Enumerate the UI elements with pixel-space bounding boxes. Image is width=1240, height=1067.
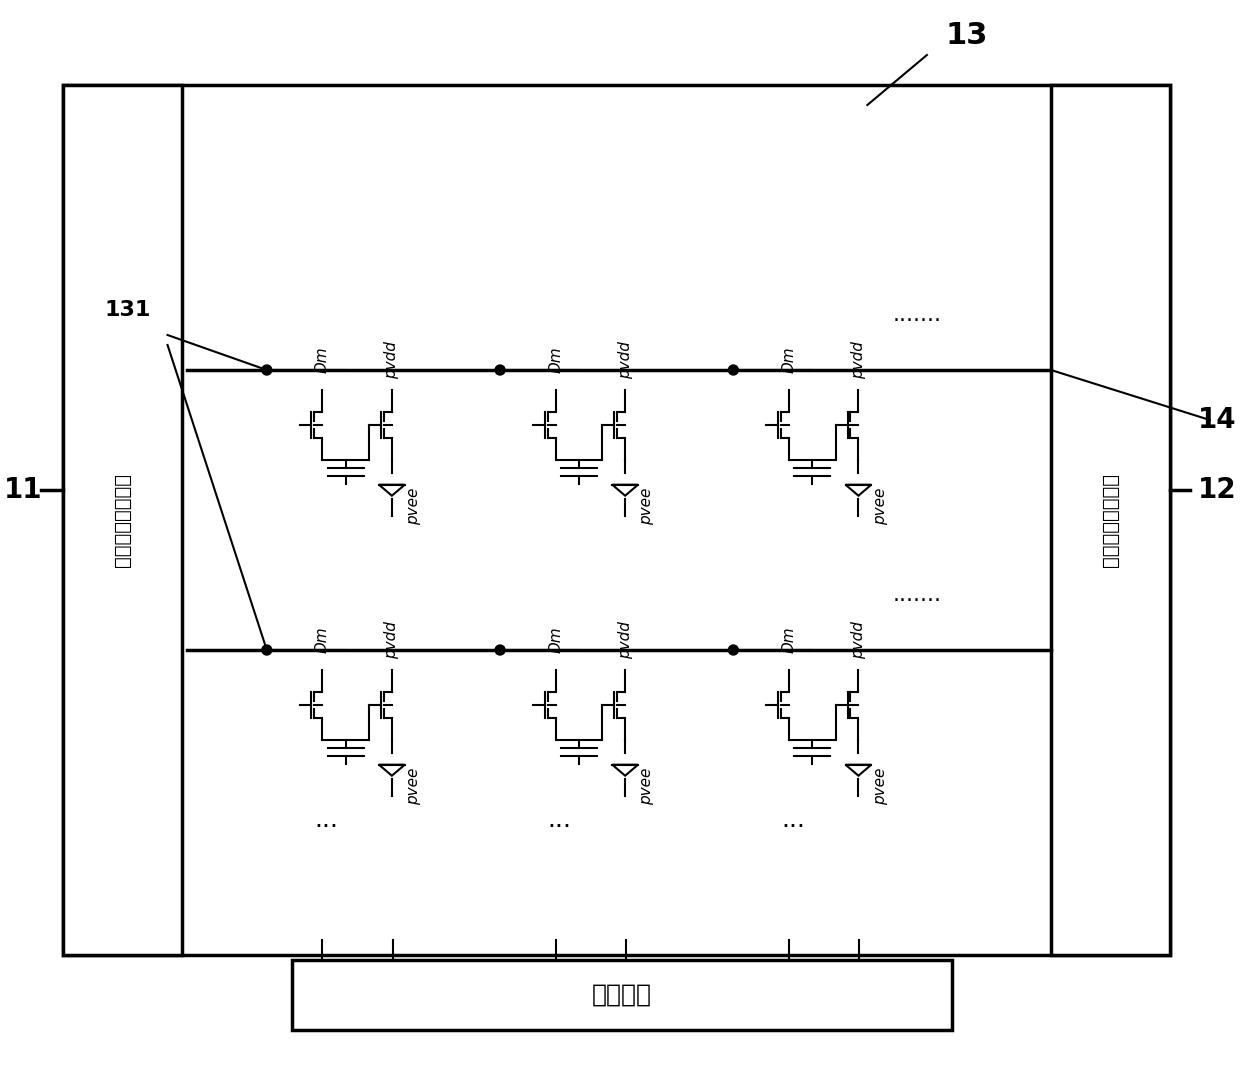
Text: 13: 13 [945,20,988,49]
Text: pvee: pvee [873,767,888,805]
Text: 集成电路: 集成电路 [591,983,652,1007]
Text: pvdd: pvdd [851,341,866,379]
Text: pvdd: pvdd [384,341,399,379]
Text: ...: ... [781,808,805,832]
Text: 131: 131 [104,300,151,320]
Text: Dm: Dm [548,347,563,373]
Circle shape [495,644,505,655]
Text: pvdd: pvdd [851,621,866,659]
Text: ...: ... [315,808,339,832]
Text: 11: 11 [5,476,43,504]
Circle shape [495,365,505,375]
Text: ...: ... [548,808,572,832]
Bar [63,85,182,955]
Text: Dm: Dm [781,626,796,653]
Text: .......: ....... [893,305,941,325]
Text: pvee: pvee [407,488,422,525]
Text: pvdd: pvdd [384,621,399,659]
Bar [291,960,952,1030]
Text: .......: ....... [893,585,941,605]
Text: Dm: Dm [548,626,563,653]
Circle shape [262,644,272,655]
Text: Dm: Dm [315,626,330,653]
Bar [1052,85,1171,955]
Text: pvee: pvee [873,488,888,525]
Circle shape [728,644,738,655]
Text: 第二驱动扫描电路: 第二驱动扫描电路 [1101,473,1120,567]
Text: Dm: Dm [781,347,796,373]
Text: 14: 14 [1198,407,1236,434]
Text: pvee: pvee [640,767,655,805]
Circle shape [728,365,738,375]
Bar [187,100,1047,940]
Text: pvee: pvee [407,767,422,805]
Bar [63,85,1171,955]
Text: pvee: pvee [640,488,655,525]
Text: 第一扫描驱动电路: 第一扫描驱动电路 [113,473,133,567]
Circle shape [262,365,272,375]
Text: Dm: Dm [315,347,330,373]
Text: pvdd: pvdd [618,341,632,379]
Text: pvdd: pvdd [618,621,632,659]
Text: 12: 12 [1198,476,1236,504]
